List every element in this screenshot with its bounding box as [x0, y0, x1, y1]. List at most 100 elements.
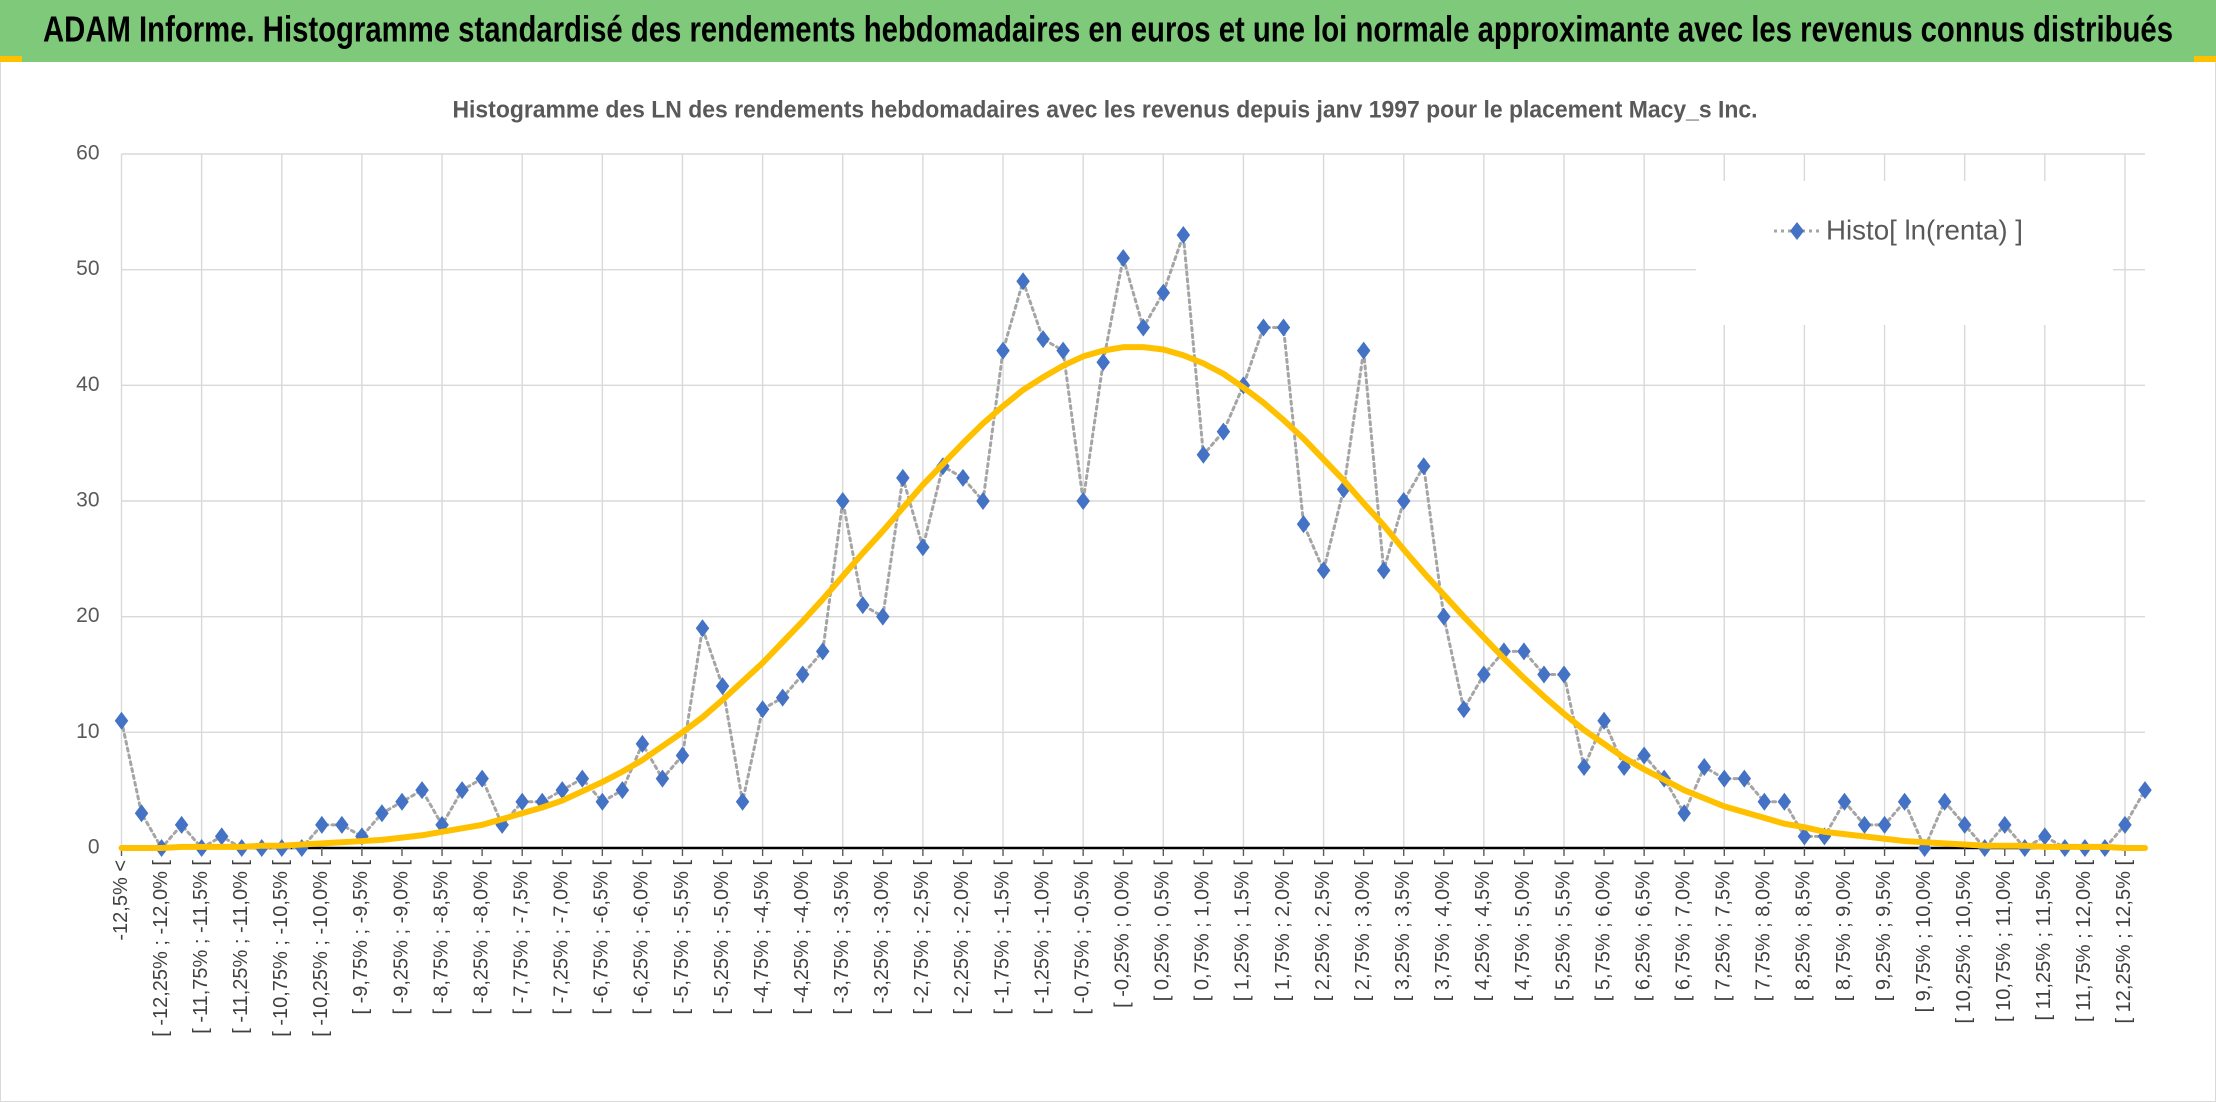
x-tick-label: [ 9,75% ; 10,0% [	[1913, 860, 1935, 1013]
marker	[835, 492, 850, 510]
marker	[856, 596, 870, 615]
marker	[976, 492, 990, 510]
y-tick-label: 60	[76, 142, 99, 165]
x-tick-label: [ -7,25% ; -7,0% [	[551, 860, 573, 1015]
marker	[1797, 827, 1812, 846]
marker	[1677, 804, 1691, 823]
x-tick-label: [ 8,25% ; 8,5% [	[1793, 860, 1815, 1002]
marker	[134, 804, 149, 823]
marker	[996, 341, 1010, 360]
x-tick-label: [ -3,25% ; -3,0% [	[871, 860, 893, 1015]
x-tick-label: [ 0,75% ; 1,0% [	[1192, 860, 1214, 1002]
y-tick-label: 0	[88, 836, 100, 859]
marker	[1737, 769, 1752, 788]
x-tick-label: [ -10,75% ; -10,5% [	[270, 860, 292, 1037]
x-tick-label: -12,5% <	[110, 860, 132, 941]
marker	[375, 804, 389, 823]
marker	[1136, 318, 1151, 337]
x-tick-label: [ -4,75% ; -4,5% [	[751, 860, 773, 1015]
chart-title: Histogramme des LN des rendements hebdom…	[453, 96, 1758, 123]
marker	[1116, 249, 1130, 268]
x-tick-label: [ -10,25% ; -10,0% [	[310, 860, 332, 1037]
marker	[675, 746, 690, 765]
marker	[956, 468, 970, 487]
legend-label: Histo[ ln(renta) ]	[1826, 214, 2023, 245]
marker	[1857, 815, 1872, 834]
y-tick-label: 10	[76, 720, 99, 743]
marker	[1517, 642, 1531, 661]
marker	[715, 677, 730, 696]
x-tick-label: [ 11,25% ; 11,5% [	[2033, 860, 2055, 1021]
x-tick-label: [ 1,75% ; 2,0% [	[1272, 860, 1294, 1002]
header-accent	[2194, 56, 2216, 62]
marker	[1196, 445, 1211, 464]
x-tick-label: [ -5,25% ; -5,0% [	[711, 860, 733, 1015]
marker	[1176, 225, 1191, 244]
x-tick-label: [ 4,25% ; 4,5% [	[1472, 860, 1494, 1002]
marker	[1036, 330, 1050, 349]
x-tick-label: [ -2,25% ; -2,0% [	[951, 860, 973, 1015]
y-tick-label: 50	[76, 257, 99, 280]
marker	[1757, 792, 1772, 811]
marker	[795, 665, 810, 684]
x-tick-label: [ -4,25% ; -4,0% [	[791, 860, 813, 1015]
marker	[2038, 827, 2052, 846]
x-tick-label: [ -9,25% ; -9,0% [	[390, 860, 412, 1015]
x-tick-label: [ -6,75% ; -6,5% [	[591, 860, 613, 1015]
marker	[896, 468, 910, 487]
marker	[815, 642, 830, 661]
legend-marker	[1790, 222, 1804, 240]
header-accent	[0, 56, 22, 62]
marker	[1877, 815, 1892, 834]
x-tick-label: [ -5,75% ; -5,5% [	[671, 860, 693, 1015]
x-tick-label: [ 2,75% ; 3,0% [	[1352, 860, 1374, 1002]
x-tick-label: [ 0,25% ; 0,5% [	[1152, 860, 1174, 1002]
marker	[1216, 422, 1231, 441]
x-tick-label: [ 5,25% ; 5,5% [	[1552, 860, 1574, 1002]
x-tick-label: [ -2,75% ; -2,5% [	[911, 860, 933, 1015]
x-tick-label: [ -0,75% ; -0,5% [	[1071, 860, 1093, 1015]
page-title: ADAM Informe. Histogramme standardisé de…	[43, 9, 2173, 50]
marker	[455, 781, 469, 800]
marker	[475, 769, 489, 788]
x-tick-label: [ -12,25% ; -12,0% [	[150, 860, 172, 1037]
x-tick-label: [ -8,75% ; -8,5% [	[430, 860, 452, 1015]
marker	[1697, 758, 1711, 777]
x-tick-label: [ -7,75% ; -7,5% [	[510, 860, 532, 1015]
legend-box	[1696, 181, 2113, 325]
legend-area	[1696, 181, 2113, 325]
marker	[1777, 792, 1792, 811]
marker	[2138, 781, 2152, 800]
marker	[1557, 665, 1571, 684]
marker	[1256, 318, 1271, 337]
x-tick-label: [ 7,25% ; 7,5% [	[1713, 860, 1735, 1002]
marker	[755, 700, 770, 719]
marker	[415, 781, 429, 800]
marker	[395, 792, 409, 811]
y-tick-label: 30	[76, 489, 99, 512]
marker	[1837, 792, 1852, 811]
marker	[695, 619, 710, 638]
marker	[1396, 492, 1411, 510]
marker	[315, 815, 329, 834]
x-tick-label: [ 2,25% ; 2,5% [	[1312, 860, 1334, 1002]
marker	[1437, 607, 1451, 626]
marker	[595, 792, 610, 811]
series-line	[118, 344, 2148, 851]
marker	[655, 769, 670, 788]
marker	[735, 792, 750, 811]
marker	[174, 815, 189, 834]
marker	[1957, 815, 1972, 834]
x-tick-label: [ -6,25% ; -6,0% [	[631, 860, 653, 1015]
marker	[1998, 815, 2012, 834]
x-tick-label: [ 3,25% ; 3,5% [	[1392, 860, 1414, 1002]
x-tick-label: [ -0,25% ; 0,0% [	[1112, 860, 1134, 1008]
x-tick-label: [ -3,75% ; -3,5% [	[831, 860, 853, 1015]
marker	[1376, 561, 1391, 580]
x-tick-label: [ 10,25% ; 10,5% [	[1953, 860, 1975, 1024]
plot	[114, 225, 2152, 857]
marker	[335, 815, 349, 834]
marker	[114, 711, 129, 730]
x-tick-label: [ 3,75% ; 4,0% [	[1432, 860, 1454, 1002]
